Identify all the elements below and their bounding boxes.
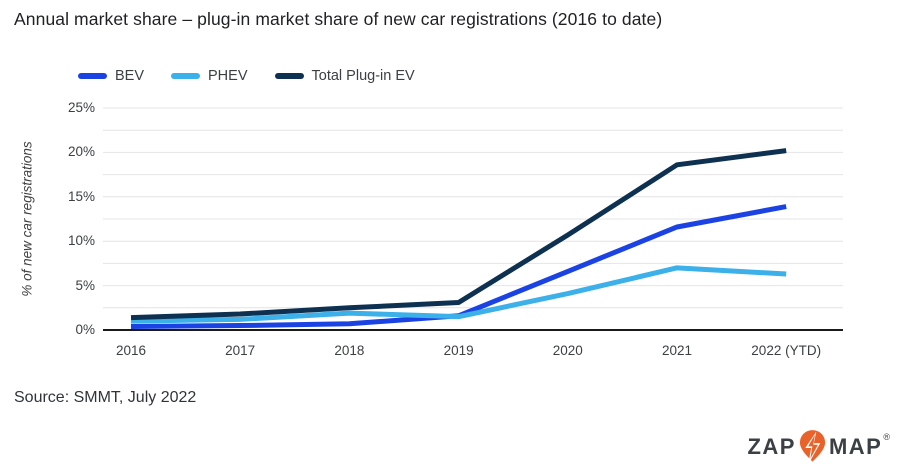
x-tick-label: 2021 bbox=[661, 343, 693, 358]
x-tick-label: 2022 (YTD) bbox=[751, 343, 822, 358]
y-tick-label: 15% bbox=[67, 188, 95, 204]
legend-swatch-icon bbox=[78, 73, 107, 79]
y-axis-title: % of new car registrations bbox=[19, 141, 35, 297]
legend: BEV PHEV Total Plug-in EV bbox=[78, 68, 415, 84]
chart-title: Annual market share – plug-in market sha… bbox=[14, 9, 663, 29]
registered-trademark-symbol: ® bbox=[883, 432, 890, 442]
x-tick-label: 2018 bbox=[334, 343, 365, 358]
logo-text-map: MAP bbox=[828, 434, 883, 459]
y-tick-label: 5% bbox=[75, 277, 95, 293]
y-tick-label: 25% bbox=[67, 100, 95, 115]
source-note: Source: SMMT, July 2022 bbox=[14, 389, 197, 406]
legend-item-bev: BEV bbox=[78, 68, 144, 84]
y-tick-label: 10% bbox=[67, 233, 95, 249]
zapmap-logo: ZAP MAP ® bbox=[747, 428, 890, 466]
map-pin-lightning-icon bbox=[799, 429, 826, 464]
x-tick-label: 2016 bbox=[115, 343, 147, 358]
y-tick-label: 0% bbox=[75, 322, 95, 337]
x-tick-label: 2019 bbox=[443, 343, 474, 358]
x-tick-label: 2020 bbox=[552, 343, 583, 358]
legend-swatch-icon bbox=[274, 73, 304, 79]
y-tick-label: 20% bbox=[67, 144, 95, 160]
legend-label: BEV bbox=[115, 68, 145, 84]
legend-swatch-icon bbox=[171, 73, 201, 79]
x-tick-label: 2017 bbox=[225, 343, 256, 358]
series-line-total-plug-in-ev bbox=[130, 148, 787, 321]
series-line-phev bbox=[130, 265, 787, 324]
legend-item-total-plug-in-ev: Total Plug-in EV bbox=[274, 68, 415, 84]
legend-label: PHEV bbox=[208, 68, 248, 84]
legend-item-phev: PHEV bbox=[171, 68, 248, 84]
legend-label: Total Plug-in EV bbox=[311, 68, 415, 84]
logo-text-zap: ZAP bbox=[747, 434, 796, 459]
